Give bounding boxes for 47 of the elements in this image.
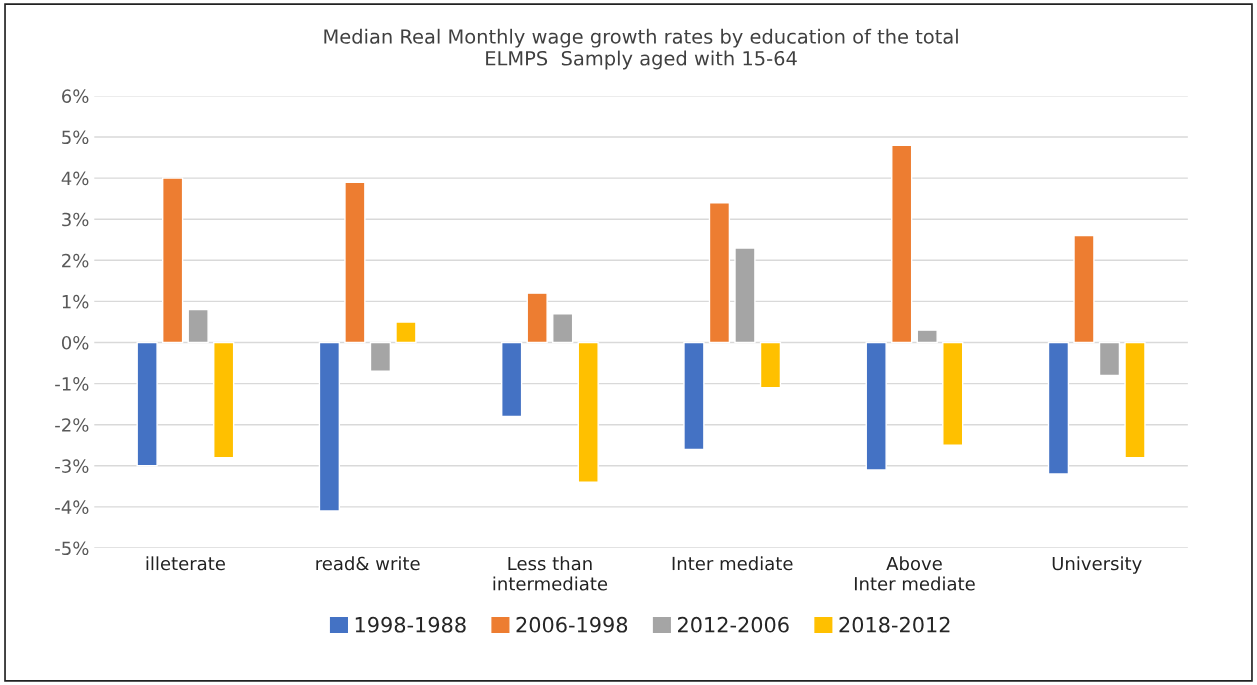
bar [577, 341, 599, 483]
x-tick-label: illeterate [146, 556, 225, 571]
bar [1073, 234, 1095, 344]
x-tick-label: read& write [316, 556, 420, 571]
bar [344, 181, 366, 344]
x-tick-label: Inter mediate [672, 556, 793, 571]
bar [395, 321, 417, 344]
bar [501, 341, 523, 418]
bar [759, 341, 782, 389]
bar [865, 341, 887, 471]
legend-label: 1998-1988 [355, 616, 466, 633]
bar [1098, 341, 1121, 377]
y-tick-label: -1% [55, 377, 89, 391]
bar [683, 341, 705, 451]
y-tick-label: 5% [62, 130, 89, 145]
bar [916, 329, 938, 344]
legend-label: 2012-2006 [678, 616, 789, 633]
bar [552, 313, 574, 344]
bar [1047, 341, 1070, 475]
y-tick-label: 6% [62, 89, 89, 104]
bar [734, 247, 756, 344]
x-tick-label: University [1052, 556, 1142, 574]
y-tick-label: -3% [55, 459, 89, 473]
bar [162, 177, 184, 344]
y-tick-label: -4% [55, 500, 89, 515]
legend-label: 2018-2012 [839, 616, 950, 633]
bar [369, 341, 392, 372]
bar [1124, 341, 1146, 459]
chart-title: Median Real Monthly wage growth rates by education of the total ELMPS Samply aged with 15-64 [324, 28, 958, 70]
bar [891, 144, 913, 344]
bar [942, 341, 964, 446]
bar [526, 292, 548, 344]
bar [213, 341, 235, 459]
legend-label: 2006-1998 [516, 616, 628, 633]
x-tick-label: Less than intermediate [493, 556, 608, 591]
y-tick-label: 3% [62, 212, 89, 227]
y-tick-label: -5% [55, 541, 89, 556]
y-tick-label: 4% [61, 171, 89, 186]
y-tick-label: -2% [55, 418, 89, 432]
bar [187, 308, 209, 344]
y-tick-label: 0% [61, 335, 89, 350]
y-tick-label: 1% [62, 294, 89, 309]
bar [318, 341, 341, 512]
x-tick-label: Above Inter mediate [854, 556, 975, 591]
bar [708, 202, 731, 344]
y-tick-label: 2% [62, 253, 89, 268]
bar [136, 341, 158, 467]
